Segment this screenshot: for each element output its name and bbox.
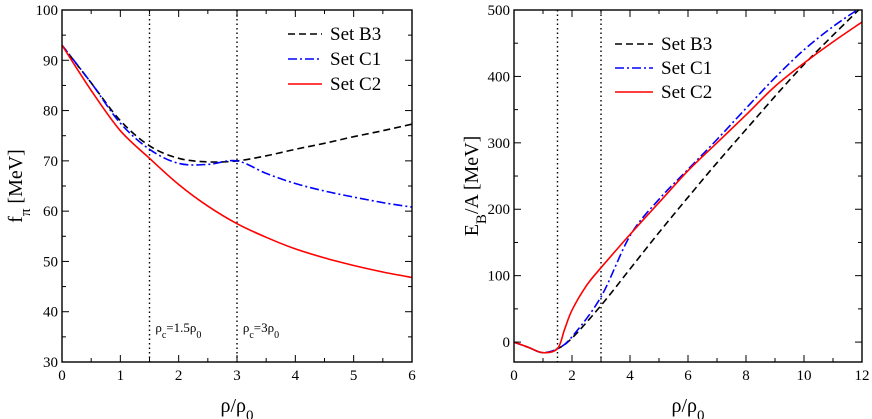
left-panel: 0 1 2 3 4 5 6 30 40 50 60 70 80 90 100 ρ/ρ0 fπ [MeV] ρc=1… <box>5 3 416 419</box>
y-axis-title: fπ [MeV] <box>5 149 34 223</box>
y-tick-label: 60 <box>43 204 58 220</box>
x-axis-title: ρ/ρ0 <box>671 395 704 419</box>
y-tick-label: 30 <box>43 355 58 371</box>
y-tick-label: 100 <box>36 3 59 19</box>
y-tick-label: 0 <box>503 335 511 351</box>
x-tick-label: 10 <box>797 368 812 384</box>
x-tick-label: 2 <box>568 368 576 384</box>
x-tick-label: 12 <box>855 368 870 384</box>
legend-label-1: Set C1 <box>330 49 381 70</box>
x-tick-label: 8 <box>742 368 750 384</box>
legend-label-2: Set C2 <box>330 74 381 95</box>
x-axis-title: ρ/ρ0 <box>220 395 253 419</box>
y-axis-title: EB/A [MeV] <box>461 136 490 237</box>
x-tick-label: 5 <box>350 368 358 384</box>
x-tick-label: 3 <box>233 368 241 384</box>
x-tick-label: 6 <box>684 368 692 384</box>
y-tick-label: 300 <box>488 136 511 152</box>
y-tick-label: 400 <box>488 69 511 85</box>
right-panel: 0 2 4 6 8 10 12 0 100 200 300 400 500 ρ/ρ0 EB/A [MeV] S… <box>461 3 870 419</box>
y-tick-label: 100 <box>488 269 511 285</box>
x-tick-label: 1 <box>117 368 125 384</box>
y-tick-label: 200 <box>488 202 511 218</box>
y-tick-label: 90 <box>43 53 58 69</box>
x-tick-label: 2 <box>175 368 183 384</box>
x-tick-label: 0 <box>510 368 518 384</box>
x-tick-label: 0 <box>58 368 66 384</box>
series-line-set-c1 <box>62 44 412 208</box>
legend-label-1: Set C1 <box>661 58 712 79</box>
legend-label-2: Set C2 <box>661 82 712 103</box>
x-tick-label: 6 <box>408 368 416 384</box>
y-tick-label: 500 <box>488 3 511 19</box>
series-line-set-c2 <box>62 44 412 279</box>
legend-label-0: Set B3 <box>661 34 712 55</box>
annotation-1: ρc=3ρ0 <box>243 320 279 341</box>
y-tick-label: 40 <box>43 305 58 321</box>
y-tick-label: 50 <box>43 254 58 270</box>
series-line-set-c2 <box>514 21 862 354</box>
legend-label-0: Set B3 <box>330 24 381 45</box>
x-tick-label: 4 <box>626 368 634 384</box>
y-tick-label: 80 <box>43 104 58 120</box>
annotation-0: ρc=1.5ρ0 <box>155 320 201 341</box>
x-tick-label: 4 <box>292 368 300 384</box>
y-tick-label: 70 <box>43 154 58 170</box>
